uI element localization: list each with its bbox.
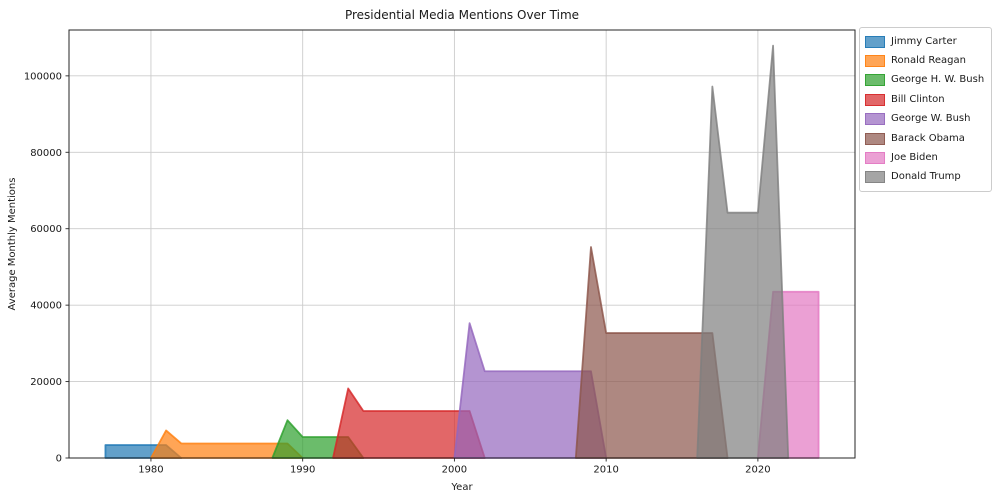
y-tick-label: 0 <box>56 454 62 465</box>
y-tick-label: 80000 <box>30 148 62 159</box>
legend-item-bill-clinton: Bill Clinton <box>865 90 984 109</box>
legend: Jimmy Carter Ronald Reagan George H. W. Bu… <box>859 27 993 193</box>
legend-label: Donald Trump <box>891 171 961 183</box>
legend-swatch-barack-obama <box>865 132 885 145</box>
y-axis-label: Average Monthly Mentions <box>7 178 18 311</box>
y-tick-label: 20000 <box>30 377 62 388</box>
x-tick-label: 1980 <box>138 465 163 476</box>
x-tick-label: 2000 <box>442 465 467 476</box>
legend-swatch-joe-biden <box>865 152 885 165</box>
y-tick-label: 60000 <box>30 224 62 235</box>
x-tick-label: 2010 <box>593 465 618 476</box>
legend-swatch-bill-clinton <box>865 93 885 106</box>
legend-item-ronald-reagan: Ronald Reagan <box>865 51 984 70</box>
legend-item-barack-obama: Barack Obama <box>865 129 984 148</box>
legend-swatch-ronald-reagan <box>865 55 885 68</box>
legend-item-donald-trump: Donald Trump <box>865 168 984 187</box>
x-tick-label: 1990 <box>290 465 315 476</box>
legend-label: Joe Biden <box>891 152 938 164</box>
legend-label: Barack Obama <box>891 132 965 144</box>
legend-item-george-h-w-bush: George H. W. Bush <box>865 71 984 90</box>
area-donald-trump <box>696 44 790 459</box>
y-tick-label: 40000 <box>30 301 62 312</box>
legend-item-jimmy-carter: Jimmy Carter <box>865 32 984 51</box>
legend-label: Bill Clinton <box>891 93 945 105</box>
chart-title: Presidential Media Mentions Over Time <box>345 8 579 22</box>
legend-item-george-w-bush: George W. Bush <box>865 110 984 129</box>
legend-label: George H. W. Bush <box>891 74 985 86</box>
legend-swatch-jimmy-carter <box>865 35 885 48</box>
legend-swatch-george-w-bush <box>865 113 885 126</box>
x-axis-label: Year <box>450 482 473 493</box>
plot-border <box>68 29 856 459</box>
legend-label: George W. Bush <box>891 113 971 125</box>
legend-item-joe-biden: Joe Biden <box>865 148 984 167</box>
x-tick-label: 2020 <box>745 465 770 476</box>
legend-swatch-george-h-w-bush <box>865 74 885 87</box>
legend-label: Ronald Reagan <box>891 55 966 67</box>
legend-swatch-donald-trump <box>865 171 885 184</box>
y-tick-label: 100000 <box>24 71 62 82</box>
legend-label: Jimmy Carter <box>891 35 957 47</box>
